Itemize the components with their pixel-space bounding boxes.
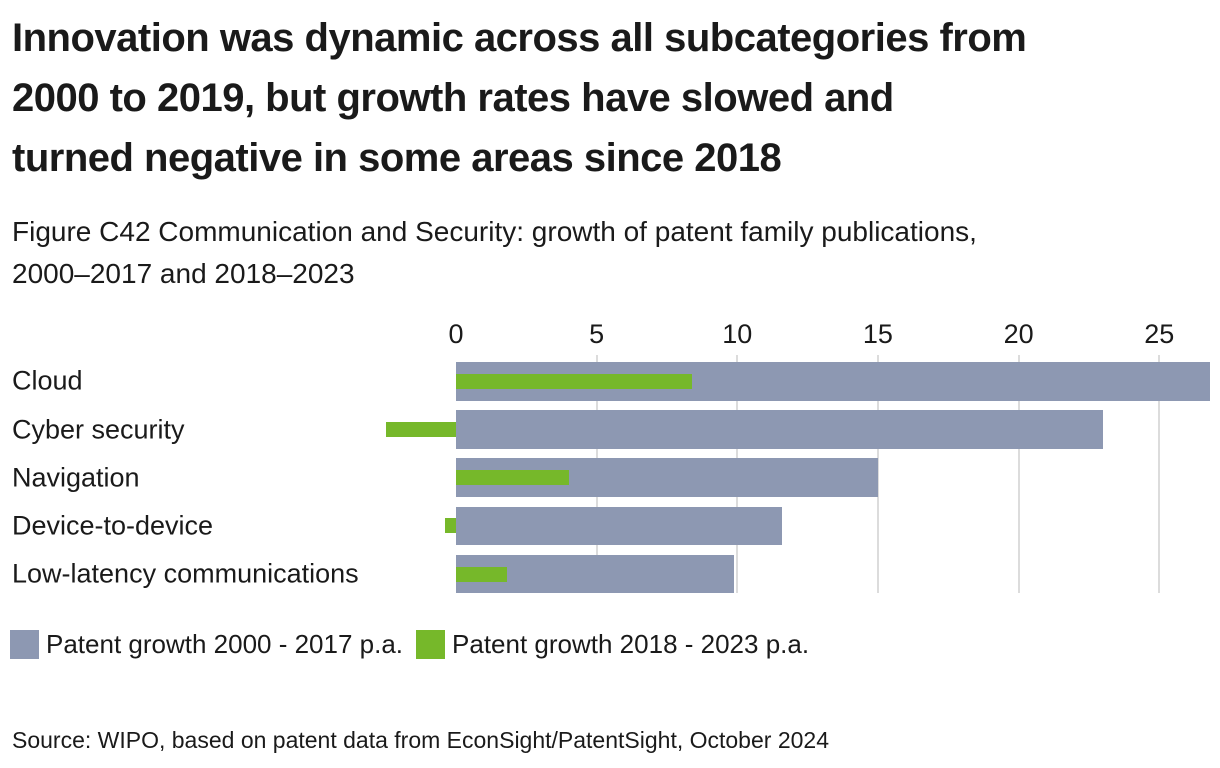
legend-label-patent-growth-2000-2017-p-a: Patent growth 2000 - 2017 p.a. — [46, 629, 404, 659]
legend-item-patent-growth-2018-2023-p-a: Patent growth 2018 - 2023 p.a. — [416, 629, 809, 660]
gridline-25 — [1158, 355, 1161, 593]
bar-cyber-security-2018-2023 — [385, 422, 456, 437]
chart-headline-line-3: turned negative in some areas since 2018 — [12, 136, 782, 180]
x-axis-tick-10: 10 — [722, 319, 753, 349]
bar-low-latency-communications-2018-2023 — [456, 566, 507, 582]
chart-legend: Patent growth 2000 - 2017 p.a. Patent gro… — [10, 629, 809, 660]
category-label-cloud: Cloud — [12, 365, 83, 396]
chart-headline: Innovation was dynamic across all subcat… — [12, 8, 1212, 188]
legend-label-patent-growth-2018-2023-p-a: Patent growth 2018 - 2023 p.a. — [452, 629, 810, 659]
x-axis-tick-25: 25 — [1144, 319, 1175, 349]
chart-headline-line-2: 2000 to 2019, but growth rates have slow… — [12, 76, 894, 120]
bar-device-to-device-2018-2023 — [444, 518, 456, 534]
category-label-navigation: Navigation — [12, 462, 140, 493]
bar-device-to-device-2000-2017 — [456, 506, 783, 546]
gridline-20 — [1017, 355, 1020, 593]
category-label-device-to-device: Device-to-device — [12, 510, 214, 541]
x-axis-tick-0: 0 — [448, 319, 464, 349]
legend-swatch-icon-gray — [10, 630, 39, 659]
chart-headline-line-1: Innovation was dynamic across all subcat… — [12, 16, 1027, 60]
bar-navigation-2018-2023 — [456, 470, 569, 486]
x-axis-tick-15: 15 — [862, 319, 893, 349]
figure-caption-line-2: 2000–2017 and 2018–2023 — [12, 258, 355, 289]
gridline-15 — [876, 355, 879, 593]
x-axis-tick-20: 20 — [1003, 319, 1034, 349]
figure-caption-line-1: Figure C42 Communication and Security: g… — [12, 216, 977, 247]
legend-swatch-icon-green — [416, 630, 446, 659]
category-label-cyber-security: Cyber security — [12, 414, 185, 444]
x-axis-tick-5: 5 — [589, 319, 605, 349]
source-note: Source: WIPO, based on patent data from … — [12, 727, 829, 753]
category-label-low-latency-communications: Low-latency communications — [12, 558, 359, 589]
legend-item-patent-growth-2000-2017-p-a: Patent growth 2000 - 2017 p.a. — [10, 629, 403, 660]
bar-cloud-2018-2023 — [456, 373, 693, 389]
figure-caption: Figure C42 Communication and Security: g… — [12, 211, 1212, 295]
bar-cyber-security-2000-2017 — [456, 410, 1103, 449]
